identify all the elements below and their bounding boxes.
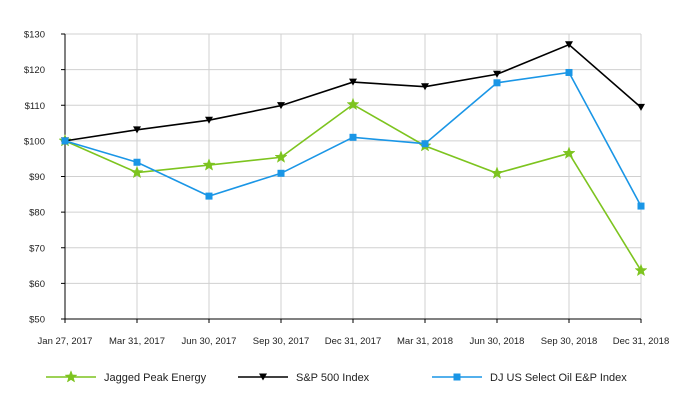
y-tick-label: $120 [24,65,45,76]
gridlines [64,33,642,320]
legend-item-3: DJ US Select Oil E&P Index [432,372,627,384]
axes [61,33,642,323]
data-point [562,146,576,159]
legend-marker [259,373,267,381]
x-tick-label: Dec 31, 2018 [613,336,670,347]
data-point [61,137,69,145]
legend: Jagged Peak Energy S&P 500 Index DJ US Sel… [46,370,627,384]
y-tick-label: $90 [29,172,45,183]
legend-item-1: Jagged Peak Energy [46,370,207,384]
data-point [277,169,285,177]
legend-label: DJ US Select Oil E&P Index [490,372,627,384]
data-point [133,126,141,134]
series-3 [61,68,645,210]
data-point [493,79,501,87]
legend-marker [453,373,461,381]
data-point [349,78,357,86]
legend-label: S&P 500 Index [296,372,370,384]
legend-label: Jagged Peak Energy [104,372,207,384]
data-point [493,70,501,78]
data-point [421,140,429,148]
data-point [421,83,429,91]
y-axis-ticks: $50 $60 $70 $80 $90 $100 $110 $120 $130 [24,30,45,326]
data-point [565,41,573,49]
x-tick-label: Sep 30, 2018 [541,336,598,347]
data-point [346,97,360,111]
data-point [274,150,288,163]
legend-item-2: S&P 500 Index [238,372,370,384]
data-point [277,102,285,110]
data-point [130,165,144,179]
x-tick-label: Jun 30, 2018 [470,336,525,347]
data-point [202,158,216,171]
y-tick-label: $130 [24,30,45,41]
series-group [58,41,648,277]
y-tick-label: $110 [25,101,45,112]
x-axis-ticks: Jan 27, 2017 Mar 31, 2017 Jun 30, 2017 Sep … [38,336,670,347]
data-point [565,68,573,76]
x-tick-label: Mar 31, 2018 [397,336,453,347]
y-tick-label: $60 [29,279,45,290]
legend-marker [64,370,78,383]
y-tick-label: $70 [29,243,45,254]
x-tick-label: Jan 27, 2017 [38,336,93,347]
x-tick-label: Mar 31, 2017 [109,336,165,347]
y-tick-label: $80 [29,208,45,219]
y-tick-label: $100 [24,136,45,147]
x-tick-label: Dec 31, 2017 [325,336,382,347]
data-point [205,192,213,200]
x-tick-label: Jun 30, 2017 [182,336,237,347]
data-point [634,263,648,277]
data-point [349,133,357,141]
data-point [205,116,213,124]
data-point [490,166,504,179]
x-tick-label: Sep 30, 2017 [253,336,310,347]
data-point [133,158,141,166]
data-point [637,202,645,210]
data-point [637,103,645,111]
y-tick-label: $50 [29,315,45,326]
